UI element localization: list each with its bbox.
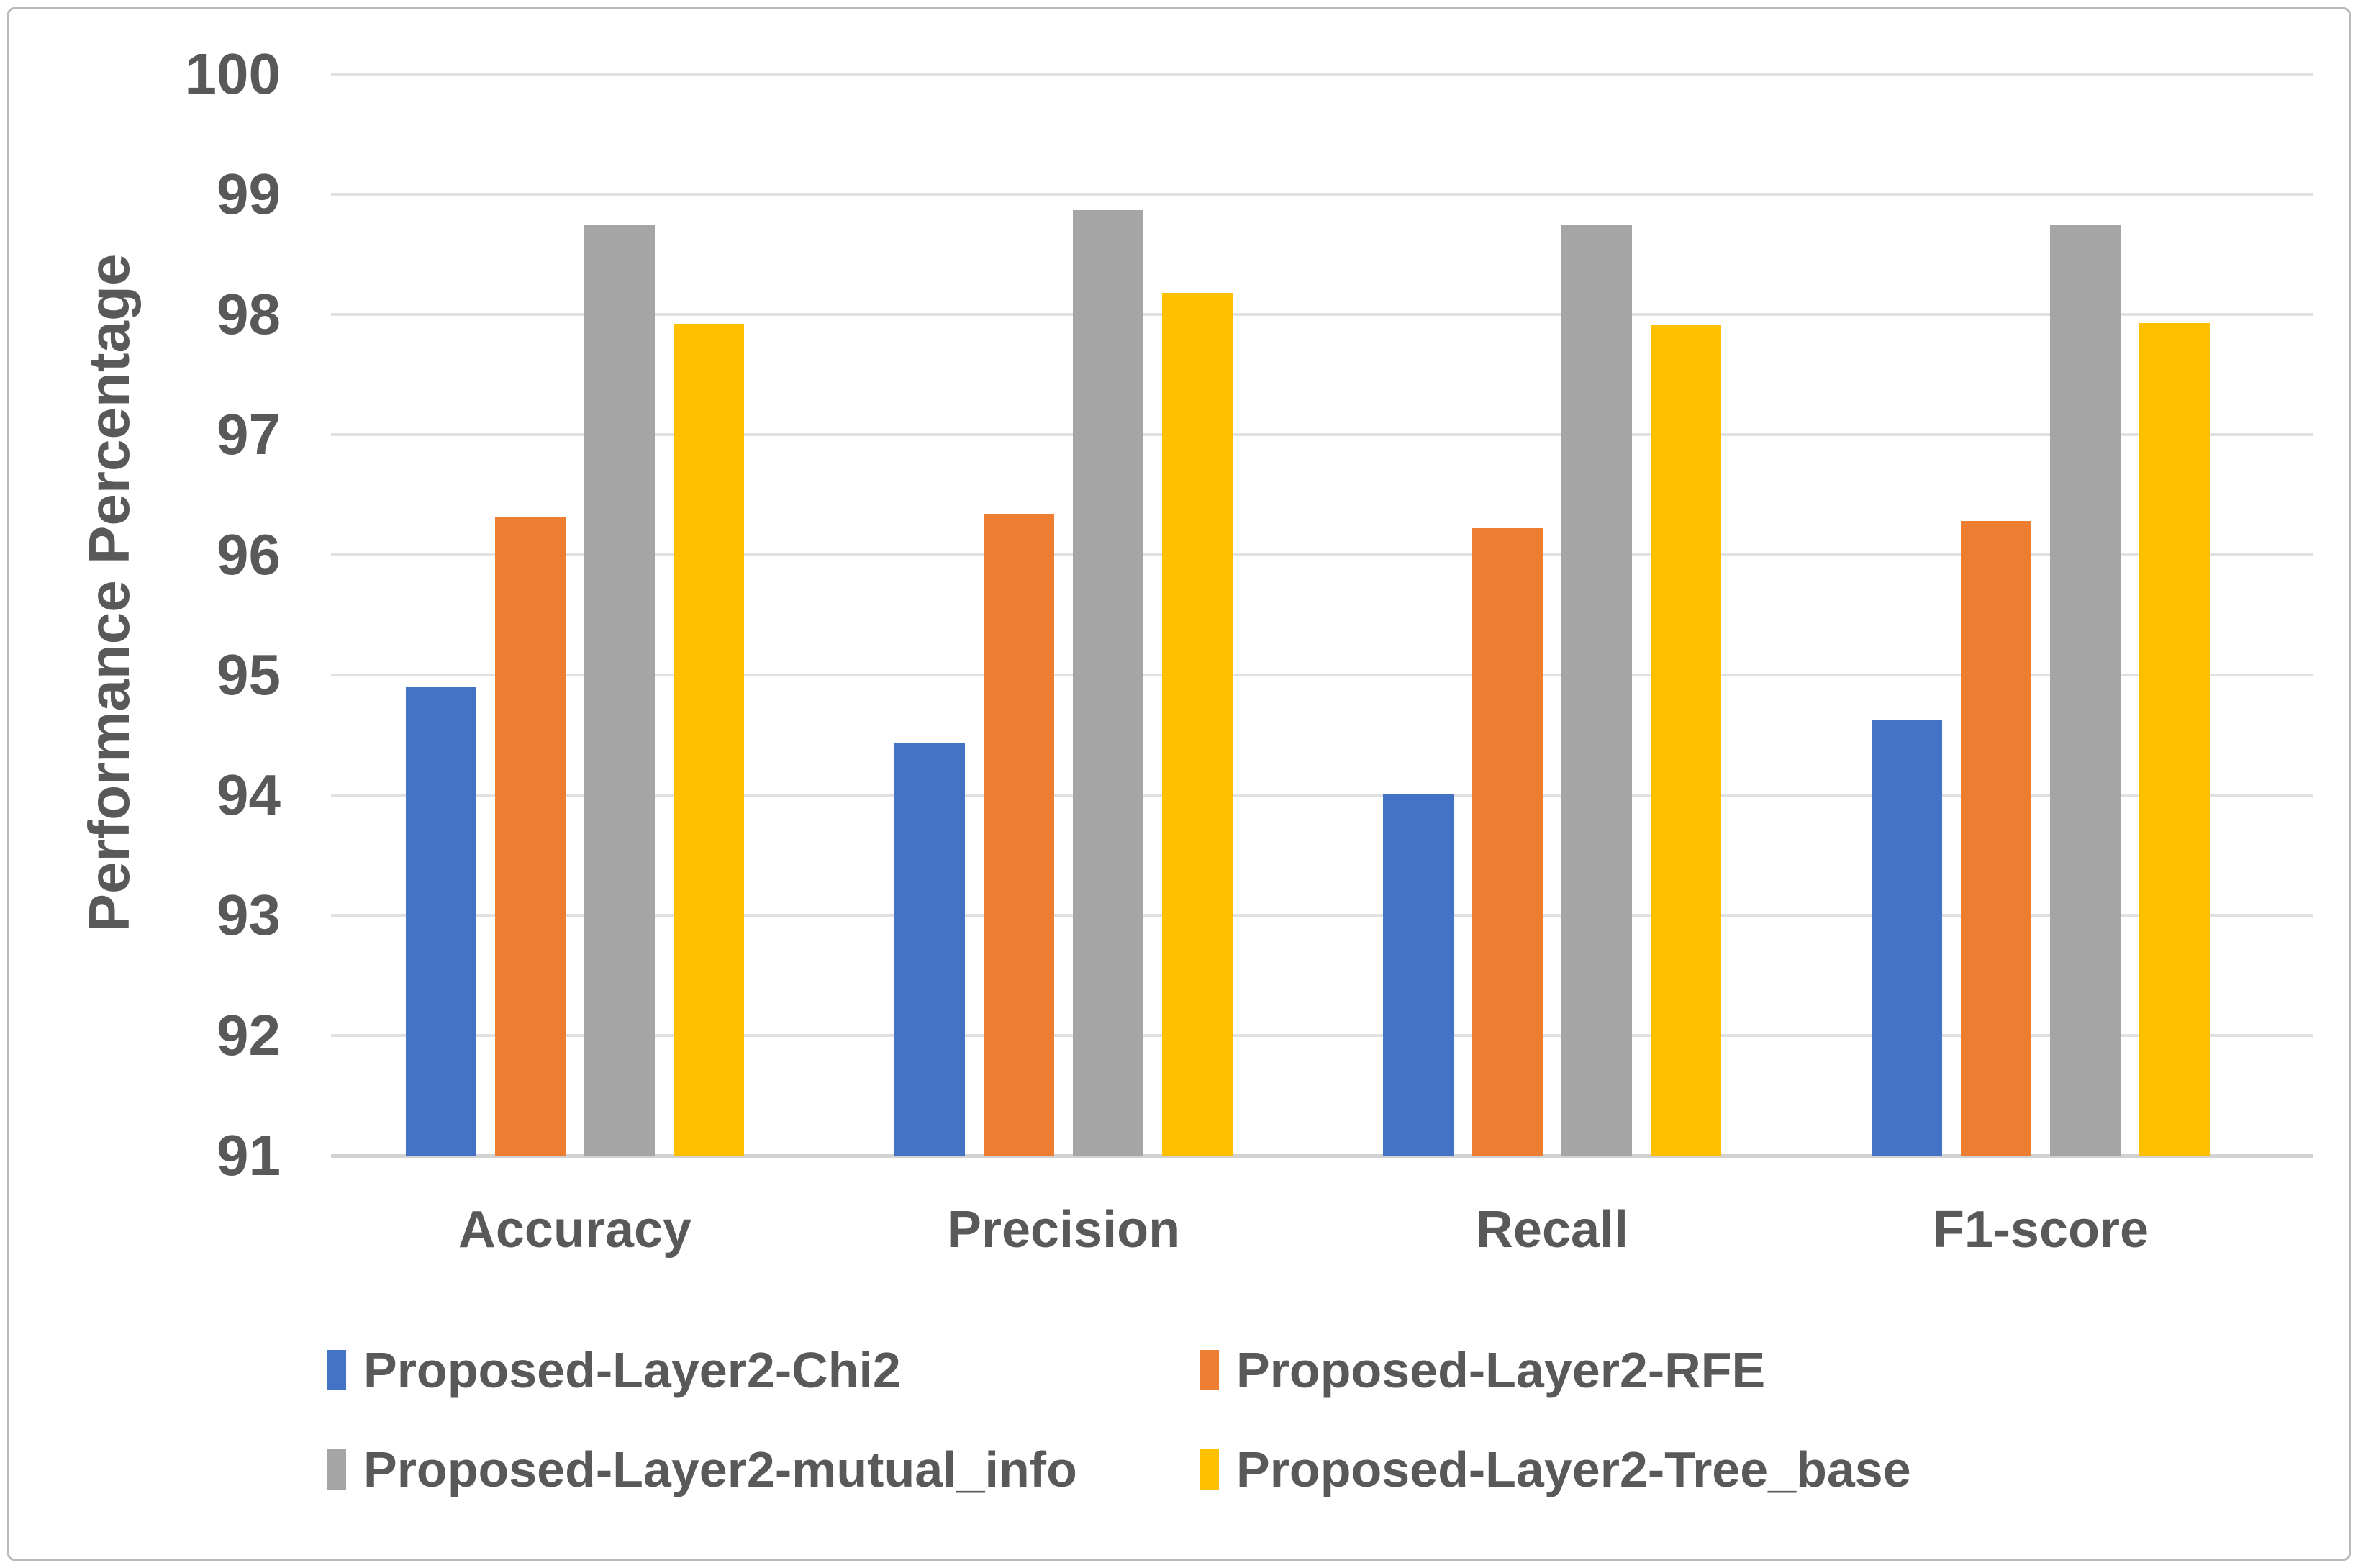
legend-label-proposed-layer2-tree-base: Proposed-Layer2-Tree_base <box>1236 1441 1911 1497</box>
legend-swatch-proposed-layer2-mutual-info <box>327 1449 346 1490</box>
y-tick-label-98: 98 <box>217 282 281 346</box>
legend-item-proposed-layer2-tree-base: Proposed-Layer2-Tree_base <box>1200 1441 1911 1498</box>
gridline-96 <box>331 553 2313 556</box>
legend-label-proposed-layer2-chi2: Proposed-Layer2-Chi2 <box>363 1342 901 1398</box>
bar-proposed-layer2-chi2-precision <box>894 742 965 1156</box>
legend-item-proposed-layer2-rfe: Proposed-Layer2-RFE <box>1200 1341 1765 1399</box>
gridline-97 <box>331 433 2313 436</box>
gridline-93 <box>331 914 2313 917</box>
x-category-label-precision: Precision <box>946 1201 1181 1259</box>
x-category-label-recall: Recall <box>1475 1201 1629 1259</box>
bar-proposed-layer2-tree-base-recall <box>1651 325 1721 1156</box>
y-tick-label-100: 100 <box>184 42 281 106</box>
bar-proposed-layer2-chi2-recall <box>1383 794 1454 1156</box>
bar-proposed-layer2-mutual-info-precision <box>1073 209 1143 1156</box>
gridline-99 <box>331 193 2313 196</box>
gridline-98 <box>331 313 2313 316</box>
x-category-label-accuracy: Accuracy <box>458 1201 692 1259</box>
legend-swatch-proposed-layer2-tree-base <box>1200 1449 1219 1490</box>
x-category-label-f1-score: F1-score <box>1932 1201 2149 1259</box>
gridline-95 <box>331 674 2313 676</box>
legend-item-proposed-layer2-mutual-info: Proposed-Layer2-mutual_info <box>327 1441 1077 1498</box>
gridline-100 <box>331 73 2313 76</box>
legend-label-proposed-layer2-rfe: Proposed-Layer2-RFE <box>1236 1342 1766 1398</box>
bar-proposed-layer2-mutual-info-f1-score <box>2050 225 2121 1156</box>
bar-proposed-layer2-mutual-info-accuracy <box>584 225 655 1156</box>
legend-swatch-proposed-layer2-rfe <box>1200 1350 1219 1390</box>
y-tick-label-91: 91 <box>217 1123 281 1187</box>
x-axis-line <box>331 1154 2313 1158</box>
bar-proposed-layer2-rfe-precision <box>984 514 1054 1156</box>
y-tick-label-93: 93 <box>217 883 281 947</box>
y-tick-label-92: 92 <box>217 1003 281 1067</box>
bar-proposed-layer2-rfe-accuracy <box>495 517 566 1156</box>
y-tick-label-94: 94 <box>217 763 281 827</box>
gridline-92 <box>331 1034 2313 1037</box>
bar-proposed-layer2-tree-base-accuracy <box>674 324 744 1156</box>
y-tick-label-96: 96 <box>217 522 281 586</box>
bar-proposed-layer2-rfe-f1-score <box>1961 521 2031 1156</box>
legend-label-proposed-layer2-mutual-info: Proposed-Layer2-mutual_info <box>363 1441 1077 1497</box>
bar-proposed-layer2-rfe-recall <box>1472 528 1543 1156</box>
legend-swatch-proposed-layer2-chi2 <box>327 1350 346 1390</box>
bar-proposed-layer2-tree-base-precision <box>1162 292 1233 1156</box>
bar-proposed-layer2-chi2-accuracy <box>406 686 476 1156</box>
bar-proposed-layer2-tree-base-f1-score <box>2139 322 2210 1156</box>
y-tick-label-99: 99 <box>217 162 281 226</box>
bar-proposed-layer2-mutual-info-recall <box>1561 225 1632 1156</box>
gridline-94 <box>331 794 2313 797</box>
y-tick-label-95: 95 <box>217 643 281 707</box>
y-tick-label-97: 97 <box>217 402 281 466</box>
bar-proposed-layer2-chi2-f1-score <box>1872 720 1942 1156</box>
legend-item-proposed-layer2-chi2: Proposed-Layer2-Chi2 <box>327 1341 901 1399</box>
